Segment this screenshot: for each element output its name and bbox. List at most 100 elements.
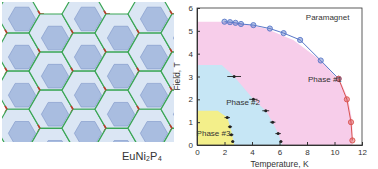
crystal-structure: [0, 0, 209, 169]
data-point: [227, 20, 232, 25]
bond: [5, 68, 7, 71]
prism-inner: [173, 141, 174, 142]
bond: [104, 49, 106, 52]
bond: [104, 125, 106, 128]
tick: 3: [189, 73, 200, 82]
prism-inner: [74, 122, 101, 142]
error-bar: [280, 141, 283, 142]
prism-inner: [140, 45, 167, 69]
boundary-line: [339, 79, 353, 141]
tick: 1: [189, 118, 200, 127]
bond: [5, 30, 7, 33]
structure-label: EuNi₂P₄: [122, 150, 162, 162]
prism-inner: [74, 45, 101, 69]
bond: [137, 30, 139, 33]
tick-mark: [197, 122, 200, 123]
data-point: [233, 75, 236, 78]
tick-mark: [197, 31, 200, 32]
prism-inner: [41, 26, 68, 50]
tick-mark: [197, 145, 200, 146]
axis-line: [198, 9, 201, 146]
region-label: Phase #3: [197, 129, 231, 138]
tick-mark: [197, 99, 200, 100]
prism-inner: [8, 7, 35, 31]
y-axis-title: Field, T: [172, 62, 182, 90]
tick: 8: [305, 142, 310, 157]
tick: 2: [223, 142, 228, 157]
x-axis: 0 2 4 6 8 10 12: [195, 142, 367, 157]
error-bar: [270, 122, 276, 123]
tick-label: 10: [331, 148, 340, 157]
bond: [170, 49, 172, 52]
tick-label: 6: [278, 148, 283, 157]
tick: 0: [189, 141, 200, 150]
prism-inner: [8, 45, 35, 69]
prism-inner: [41, 102, 68, 126]
bond: [170, 125, 172, 128]
prism-face: [161, 90, 174, 128]
tick: 2: [189, 95, 200, 104]
data-point: [271, 121, 274, 124]
error-bar: [227, 76, 241, 77]
tick: 4: [189, 50, 200, 59]
prism-inner: [107, 102, 134, 126]
error-bar: [225, 117, 231, 118]
bond: [38, 11, 40, 14]
tick-label: 6: [189, 4, 194, 13]
tick-label: 8: [305, 148, 310, 157]
prism-inner: [140, 7, 167, 31]
prism-inner: [8, 122, 35, 142]
tick-mark: [307, 142, 308, 145]
plot-area: [197, 19, 355, 145]
bond: [38, 125, 40, 128]
bond: [71, 30, 73, 33]
data-point: [267, 26, 272, 31]
tick: 12: [358, 142, 367, 157]
prism-inner: [173, 26, 174, 50]
phase-region: [197, 65, 282, 145]
tick-label: 1: [189, 118, 194, 127]
data-point: [251, 23, 256, 28]
boundary-line: [225, 22, 339, 79]
prism-face: [161, 52, 174, 90]
tick-label: 5: [189, 27, 194, 36]
data-point: [226, 116, 229, 119]
bond: [38, 49, 40, 52]
tick: 4: [250, 142, 255, 157]
prism-inner: [140, 122, 167, 142]
tick-mark: [280, 142, 281, 145]
plot-frame: [197, 8, 362, 145]
tick-label: 4: [250, 148, 255, 157]
bond: [104, 87, 106, 90]
prism-inner: [74, 83, 101, 107]
tick-label: 3: [189, 73, 194, 82]
tick-label: 2: [223, 148, 228, 157]
data-point: [298, 37, 303, 42]
tick: 10: [331, 142, 340, 157]
tick-label: 12: [358, 148, 367, 157]
tick: 6: [189, 4, 200, 13]
bond: [104, 11, 106, 14]
tick-mark: [335, 142, 336, 145]
axis-line: [198, 142, 363, 146]
data-point: [264, 109, 267, 112]
error-bar: [231, 141, 234, 142]
data-point: [281, 31, 286, 36]
data-point: [233, 20, 238, 25]
region-label: Paramagnet: [306, 13, 350, 22]
tick-mark: [252, 142, 253, 145]
tick-mark: [197, 8, 200, 9]
data-point: [222, 19, 227, 24]
data-point: [238, 21, 243, 26]
phase-region: [197, 22, 352, 145]
tick-label: 0: [195, 148, 200, 157]
error-bar: [262, 110, 269, 111]
bond: [5, 106, 7, 109]
tick-mark: [362, 142, 363, 145]
prism-inner: [107, 64, 134, 88]
data-point: [350, 138, 355, 143]
prism-face: [161, 128, 174, 142]
prism-inner: [173, 102, 174, 126]
phase-region: [197, 111, 234, 145]
tick-mark: [197, 54, 200, 55]
